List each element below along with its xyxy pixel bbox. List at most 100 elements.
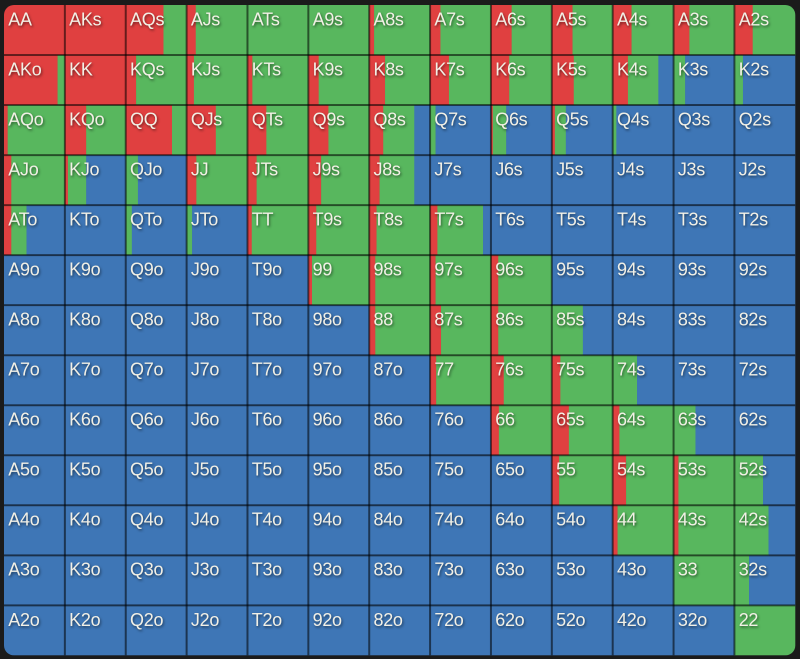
svg-text:87o: 87o (374, 360, 403, 380)
svg-text:J2s: J2s (739, 159, 766, 179)
svg-text:Q7o: Q7o (130, 360, 163, 380)
svg-text:92o: 92o (313, 610, 342, 630)
svg-text:64s: 64s (617, 410, 645, 430)
svg-text:88: 88 (374, 310, 394, 330)
svg-text:TT: TT (252, 210, 274, 230)
svg-text:KJo: KJo (69, 159, 99, 179)
svg-text:J9o: J9o (191, 260, 219, 280)
svg-text:K6s: K6s (495, 59, 525, 79)
svg-text:A3s: A3s (678, 9, 708, 29)
svg-text:AJo: AJo (8, 159, 38, 179)
svg-text:K2s: K2s (739, 59, 769, 79)
svg-text:Q9o: Q9o (130, 260, 163, 280)
svg-text:63o: 63o (495, 560, 524, 580)
svg-text:K7o: K7o (69, 360, 100, 380)
svg-text:Q8s: Q8s (374, 109, 406, 129)
svg-text:AKo: AKo (8, 59, 41, 79)
svg-text:A8s: A8s (374, 9, 404, 29)
svg-text:Q5s: Q5s (556, 109, 588, 129)
svg-text:92s: 92s (739, 260, 767, 280)
svg-text:A2s: A2s (739, 9, 769, 29)
svg-text:K3o: K3o (69, 560, 100, 580)
svg-text:82s: 82s (739, 310, 767, 330)
svg-text:K4o: K4o (69, 510, 100, 530)
svg-text:QQ: QQ (130, 109, 158, 129)
svg-text:Q6o: Q6o (130, 410, 163, 430)
svg-text:J4o: J4o (191, 510, 219, 530)
svg-text:QJs: QJs (191, 109, 222, 129)
svg-text:J5s: J5s (556, 159, 583, 179)
svg-text:62s: 62s (739, 410, 767, 430)
svg-text:K8s: K8s (374, 59, 404, 79)
svg-text:98s: 98s (374, 260, 402, 280)
svg-text:93s: 93s (678, 260, 706, 280)
svg-text:K4s: K4s (617, 59, 647, 79)
svg-text:96s: 96s (495, 260, 523, 280)
svg-text:52s: 52s (739, 460, 767, 480)
svg-text:63s: 63s (678, 410, 706, 430)
svg-text:K9o: K9o (69, 260, 100, 280)
svg-text:87s: 87s (434, 310, 462, 330)
svg-text:Q6s: Q6s (495, 109, 527, 129)
svg-text:T3o: T3o (252, 560, 282, 580)
svg-text:KJs: KJs (191, 59, 220, 79)
svg-text:72s: 72s (739, 360, 767, 380)
svg-text:72o: 72o (434, 610, 463, 630)
svg-text:97s: 97s (434, 260, 462, 280)
svg-text:74s: 74s (617, 360, 645, 380)
svg-text:Q4o: Q4o (130, 510, 163, 530)
svg-text:AKs: AKs (69, 9, 101, 29)
svg-text:Q2o: Q2o (130, 610, 163, 630)
svg-text:T2o: T2o (252, 610, 282, 630)
svg-text:QJo: QJo (130, 159, 162, 179)
svg-text:Q3s: Q3s (678, 109, 710, 129)
svg-text:43s: 43s (678, 510, 706, 530)
svg-text:T9s: T9s (313, 210, 342, 230)
svg-text:T3s: T3s (678, 210, 707, 230)
svg-text:K3s: K3s (678, 59, 708, 79)
svg-text:K2o: K2o (69, 610, 100, 630)
svg-text:Q3o: Q3o (130, 560, 163, 580)
svg-text:64o: 64o (495, 510, 524, 530)
svg-text:J2o: J2o (191, 610, 219, 630)
svg-text:66: 66 (495, 410, 515, 430)
svg-text:AA: AA (8, 9, 32, 29)
svg-text:86s: 86s (495, 310, 523, 330)
svg-text:76o: 76o (434, 410, 463, 430)
svg-text:65o: 65o (495, 460, 524, 480)
svg-text:76s: 76s (495, 360, 523, 380)
svg-text:QTs: QTs (252, 109, 283, 129)
svg-text:52o: 52o (556, 610, 585, 630)
svg-text:J7o: J7o (191, 360, 219, 380)
svg-text:AQo: AQo (8, 109, 43, 129)
svg-text:K9s: K9s (313, 59, 343, 79)
svg-text:Q5o: Q5o (130, 460, 163, 480)
svg-text:T4o: T4o (252, 510, 282, 530)
svg-text:33: 33 (678, 560, 698, 580)
svg-text:53s: 53s (678, 460, 706, 480)
svg-text:ATs: ATs (252, 9, 280, 29)
svg-text:A2o: A2o (8, 610, 39, 630)
svg-text:95s: 95s (556, 260, 584, 280)
svg-text:85o: 85o (374, 460, 403, 480)
svg-text:97o: 97o (313, 360, 342, 380)
svg-text:JJ: JJ (191, 159, 208, 179)
svg-text:A6o: A6o (8, 410, 39, 430)
svg-text:T6s: T6s (495, 210, 524, 230)
svg-text:A3o: A3o (8, 560, 39, 580)
svg-text:J4s: J4s (617, 159, 644, 179)
svg-text:J9s: J9s (313, 159, 340, 179)
svg-text:A4s: A4s (617, 9, 647, 29)
svg-text:KTs: KTs (252, 59, 281, 79)
svg-text:93o: 93o (313, 560, 342, 580)
svg-text:J3o: J3o (191, 560, 219, 580)
svg-text:T4s: T4s (617, 210, 646, 230)
svg-text:J6o: J6o (191, 410, 219, 430)
svg-text:T6o: T6o (252, 410, 282, 430)
svg-text:86o: 86o (374, 410, 403, 430)
svg-text:T2s: T2s (739, 210, 768, 230)
svg-text:96o: 96o (313, 410, 342, 430)
svg-text:T9o: T9o (252, 260, 282, 280)
svg-text:99: 99 (313, 260, 333, 280)
svg-text:J8s: J8s (374, 159, 401, 179)
